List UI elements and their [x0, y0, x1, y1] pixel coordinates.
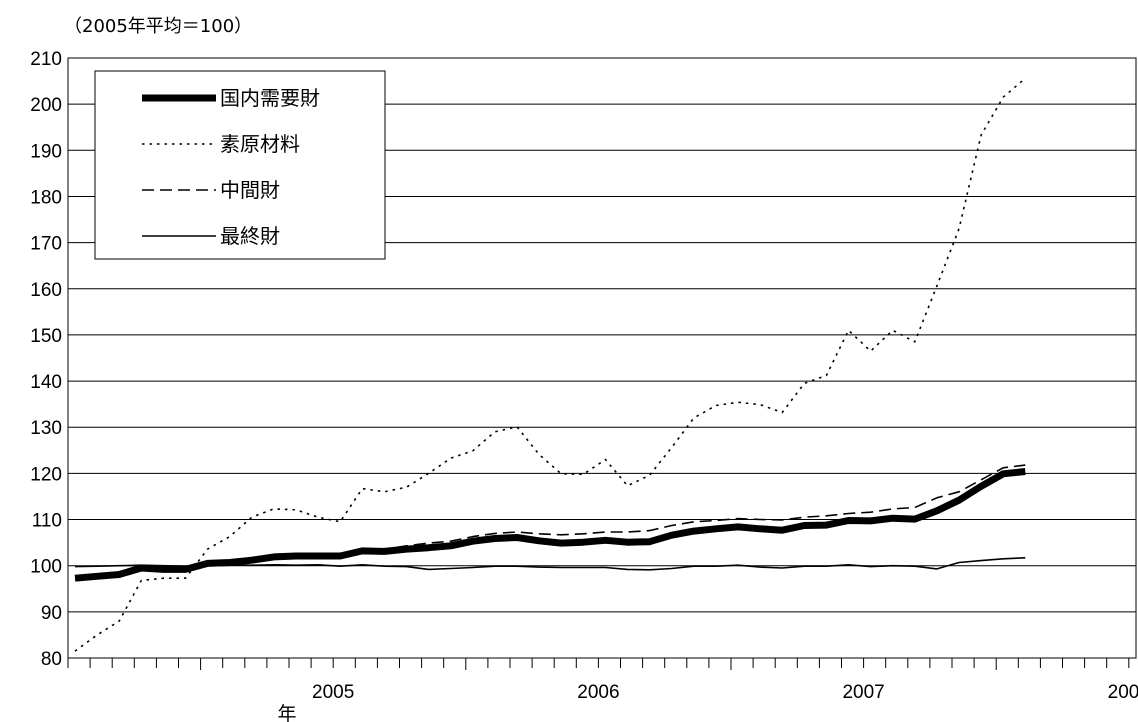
series-line-2: [74, 464, 1026, 578]
y-tick-label: 210: [30, 49, 62, 70]
axes: 80 90 100 110 120 130 140 150 160 170 180 190 200 210…: [30, 49, 1138, 703]
y-tick-label: 120: [30, 464, 62, 485]
y-tick-label: 130: [30, 418, 62, 439]
legend-label: 素原材料: [220, 132, 300, 156]
series-line-1: [74, 77, 1026, 652]
y-tick-label: 150: [30, 326, 62, 347]
y-tick-label: 170: [30, 234, 62, 255]
series-line-0: [74, 468, 1026, 582]
legend-label: 中間財: [220, 178, 280, 202]
legend-label: 国内需要財: [220, 86, 320, 110]
x-year-label: 2007: [842, 682, 884, 703]
y-tick-label: 180: [30, 187, 62, 208]
legend-label: 最終財: [220, 224, 280, 248]
y-tick-label: 190: [30, 141, 62, 162]
x-year-label: 2008: [1108, 682, 1138, 703]
x-year-label: 2005: [312, 682, 354, 703]
y-tick-label: 160: [30, 280, 62, 301]
y-tick-label: 110: [32, 511, 62, 532]
legend-box: [94, 70, 386, 260]
x-axis-title: 年: [277, 703, 296, 722]
y-tick-label: 140: [30, 372, 62, 393]
y-tick-label: 80: [41, 649, 62, 670]
x-year-label: 2006: [577, 682, 619, 703]
y-tick-label: 200: [30, 95, 62, 116]
y-tick-label: 100: [30, 557, 62, 578]
series-layer: [74, 77, 1026, 652]
unit-label: （2005年平均＝100）: [64, 16, 252, 37]
y-tick-label: 90: [41, 603, 62, 624]
